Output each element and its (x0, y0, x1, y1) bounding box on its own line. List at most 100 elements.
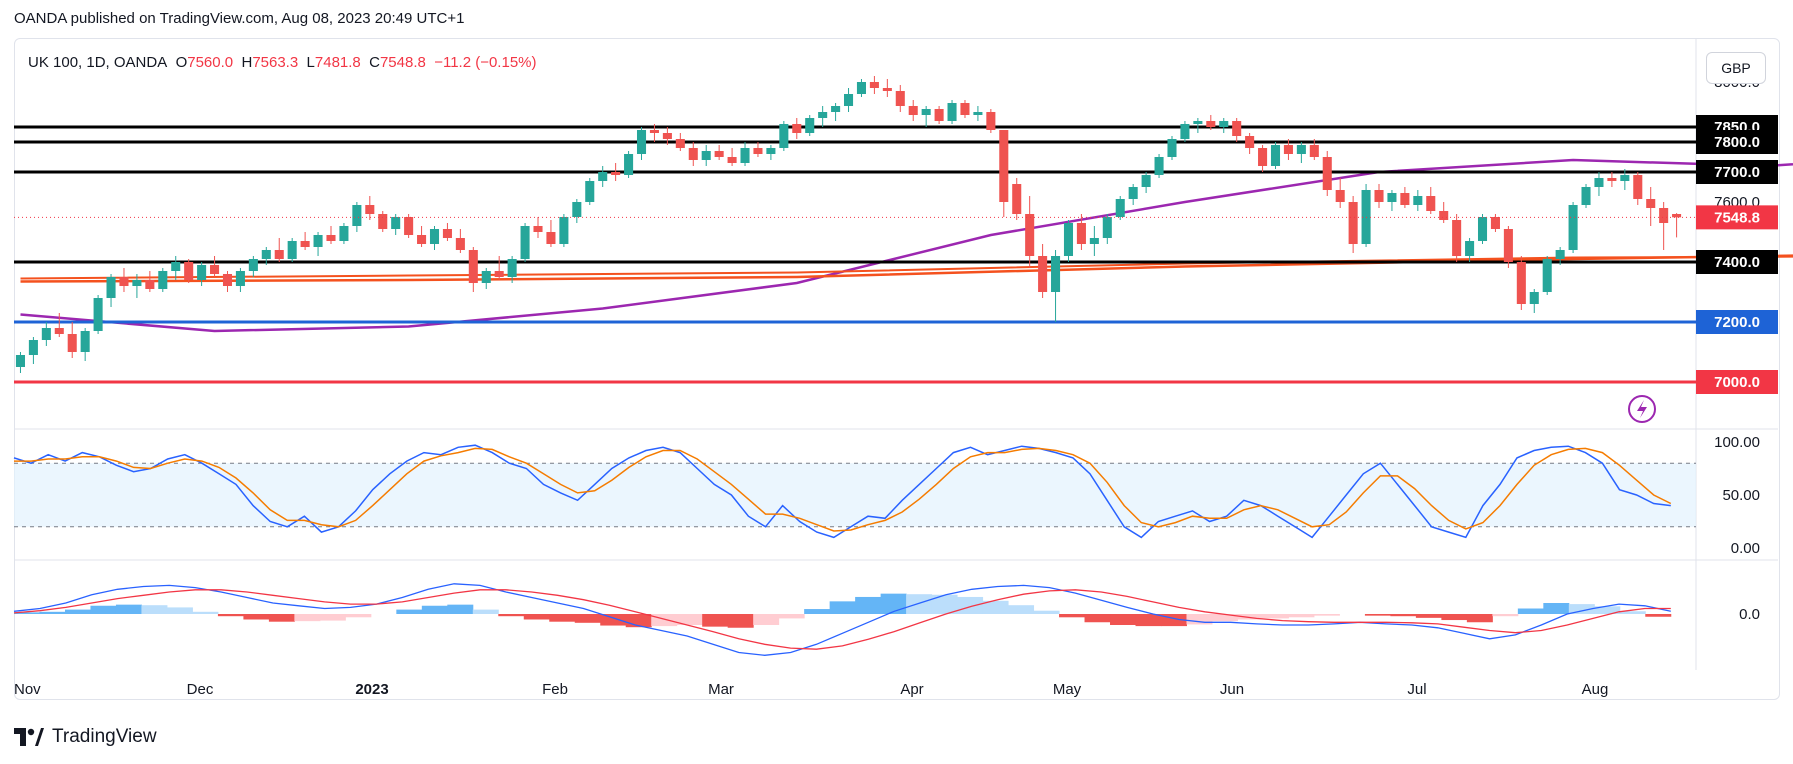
candle-body (727, 157, 737, 163)
macd-macd-line (13, 583, 1671, 656)
macd-histogram-bar (1543, 603, 1570, 614)
candle-body (1089, 238, 1099, 244)
macd-histogram-bar (345, 614, 372, 618)
level-label: 7700.0 (1714, 164, 1760, 181)
candle-body (1594, 178, 1604, 187)
level-tag-7000 (1696, 370, 1778, 394)
alert-icon[interactable] (1628, 395, 1656, 423)
macd-histogram-bar (778, 614, 805, 619)
macd-histogram-bar (166, 607, 193, 614)
tradingview-logo[interactable]: TradingView (14, 726, 157, 748)
level-tag-7400 (1696, 250, 1778, 274)
candle-body (895, 91, 905, 106)
candle-body (1672, 214, 1682, 218)
tradingview-icon (14, 728, 44, 746)
candle-body (831, 106, 841, 112)
macd-histogram-bar (1568, 604, 1595, 614)
candle-body (274, 250, 284, 259)
candle-body (585, 181, 595, 202)
candle-body (1283, 145, 1293, 154)
macd-histogram-bar (523, 614, 550, 620)
candle-body (67, 334, 77, 352)
candle-body (611, 172, 621, 175)
x-tick-label: Nov (14, 681, 41, 698)
macd-histogram-bar (1211, 614, 1238, 622)
candle-body (1387, 193, 1397, 202)
candle-body (1555, 250, 1565, 259)
candle-body (1633, 175, 1643, 199)
candle-body (1076, 223, 1086, 244)
candle-body (1219, 121, 1229, 127)
candle-body (973, 112, 983, 115)
candle-body (145, 280, 155, 289)
candle-body (1270, 145, 1281, 166)
stochastic-k-line (13, 444, 1671, 539)
macd-histogram-bar (1492, 614, 1519, 617)
candle-body (1439, 211, 1449, 220)
ohlc-legend: UK 100, 1D, OANDA O7560.0 H7563.3 L7481.… (28, 54, 537, 71)
macd-histogram-bar (727, 614, 754, 628)
brand-name: TradingView (52, 726, 157, 747)
macd-histogram-bar (447, 604, 474, 614)
macd-histogram-bar (855, 596, 882, 614)
macd-histogram-bar (217, 614, 244, 617)
candle-body (1348, 202, 1358, 244)
macd-histogram-bar (14, 612, 40, 614)
level-label: 7000.0 (1714, 374, 1760, 391)
macd-histogram-bar (600, 614, 627, 626)
macd-histogram-bar (676, 614, 703, 625)
candle-body (908, 106, 918, 115)
currency-button[interactable]: GBP (1706, 52, 1766, 84)
candle-body (481, 271, 491, 283)
candle-body (869, 82, 879, 88)
candle-body (287, 241, 297, 259)
macd-histogram-bar (702, 614, 729, 627)
level-tag-7700 (1696, 160, 1778, 184)
candle-body (442, 229, 452, 238)
candle-body (222, 274, 233, 286)
candle-body (1180, 124, 1190, 139)
candle-body (1038, 256, 1048, 292)
macd-histogram-bar (396, 609, 423, 614)
candle-body (1374, 190, 1384, 202)
x-tick-label: Mar (708, 681, 734, 698)
macd-histogram-bar (1033, 610, 1060, 614)
candle-body (1154, 157, 1164, 175)
macd-histogram-bar (1110, 614, 1137, 625)
candle-body (1206, 121, 1216, 127)
candle-body (649, 130, 659, 133)
candle-body (1581, 187, 1591, 205)
candle-body (184, 262, 194, 280)
low-label: L (306, 54, 315, 71)
level-tag-7800 (1696, 130, 1778, 154)
macd-histogram-bar (1645, 614, 1672, 617)
macd-histogram-bar (268, 614, 295, 622)
last-close-tag (1696, 205, 1778, 230)
candle-body (1141, 175, 1151, 187)
macd-histogram-bar (498, 614, 525, 617)
stochastic-d-line (14, 447, 1672, 532)
symbol-label[interactable]: UK 100, 1D, OANDA (28, 54, 168, 71)
candle-body (1646, 199, 1656, 208)
candle-body (636, 130, 647, 154)
candle-body (753, 148, 763, 154)
candle-body (1193, 121, 1203, 124)
candle-body (235, 271, 245, 286)
macd-histogram-bar (1084, 614, 1111, 623)
open-label: O (175, 54, 188, 71)
x-tick-label: Jun (1220, 681, 1244, 698)
candle-body (1102, 217, 1112, 238)
candle-body (921, 109, 931, 115)
candle-body (1245, 136, 1255, 148)
candle-body (740, 148, 750, 163)
macd-histogram-bar (753, 614, 780, 625)
candle-body (766, 148, 776, 154)
level-tag-7200 (1696, 310, 1778, 334)
candle-body (106, 277, 116, 298)
candle-body (934, 109, 944, 121)
candle-body (313, 235, 323, 247)
candle-body (598, 172, 608, 181)
macd-histogram-bar (294, 614, 321, 622)
macd-histogram-bar (804, 609, 831, 614)
